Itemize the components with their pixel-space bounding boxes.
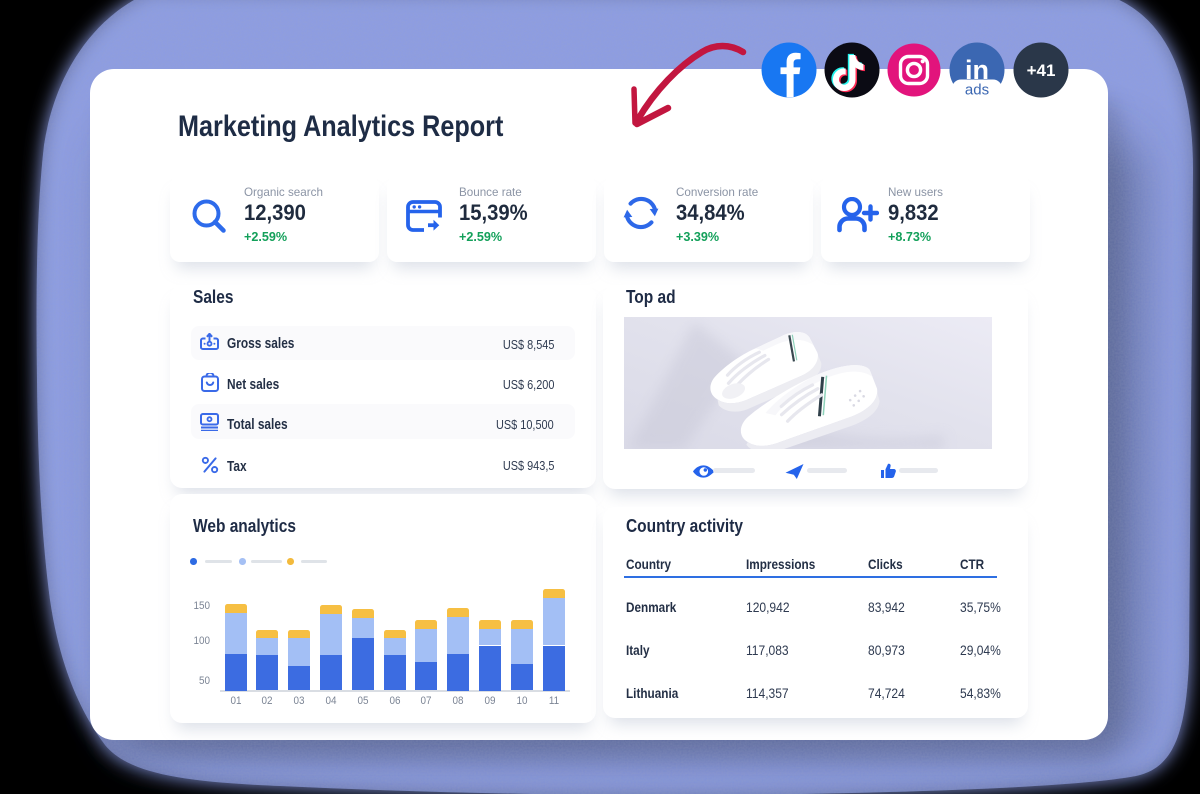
svg-text:ads: ads [965, 82, 989, 99]
svg-text:+41: +41 [1027, 61, 1056, 80]
